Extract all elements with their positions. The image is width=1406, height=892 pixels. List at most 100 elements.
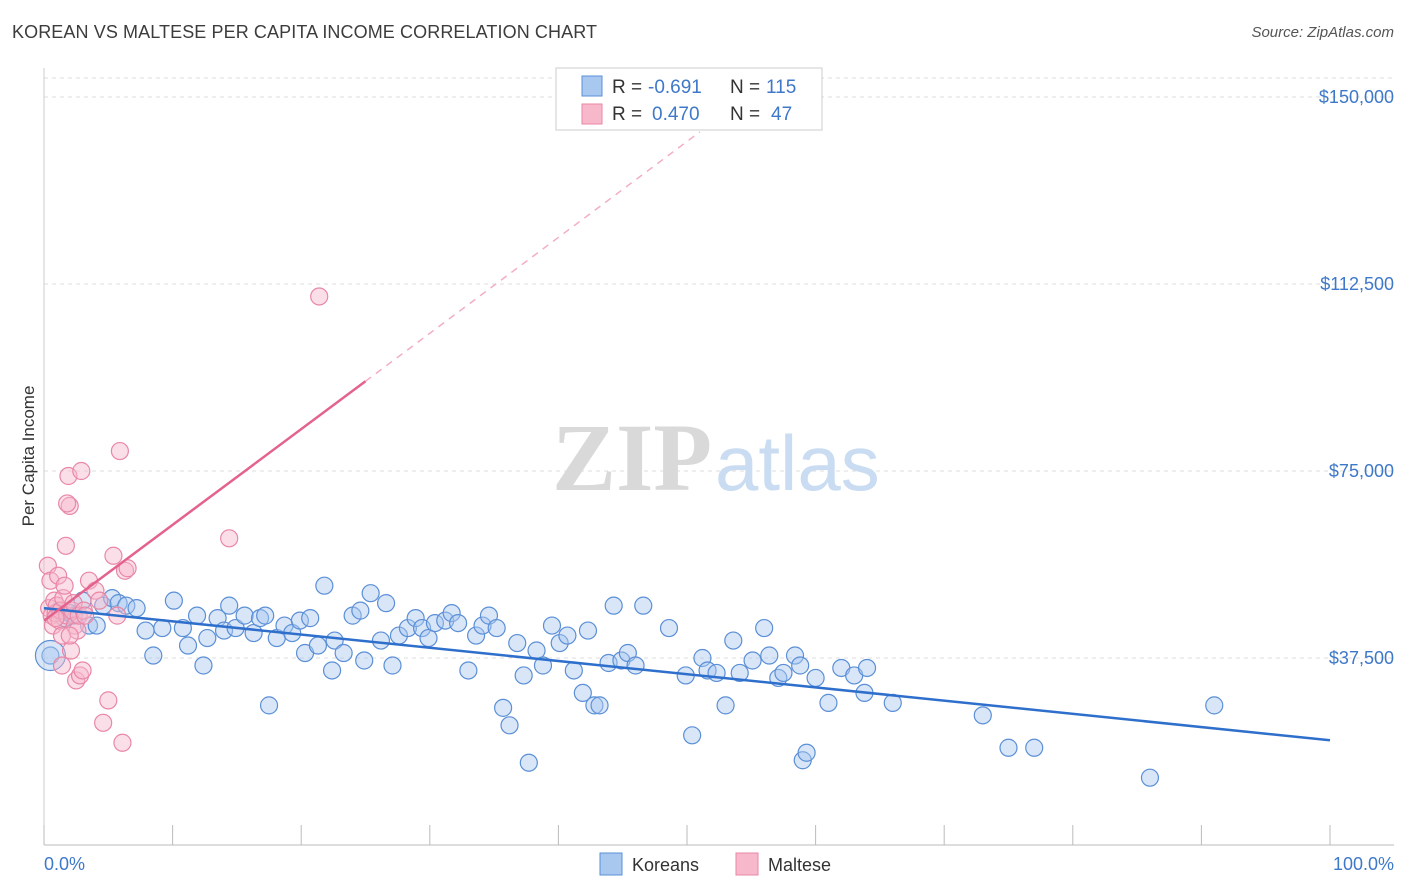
maltese-point xyxy=(72,461,91,481)
korean-point xyxy=(508,633,527,653)
korean-point xyxy=(533,656,553,675)
maltese-point xyxy=(60,496,79,516)
korean-point xyxy=(819,693,838,712)
legend-n-label-maltese: N = xyxy=(730,104,760,125)
x-tick-label-max: 100.0% xyxy=(1333,854,1394,874)
korean-point xyxy=(999,738,1018,757)
korean-point xyxy=(857,658,877,678)
korean-point xyxy=(315,576,334,595)
maltese-point xyxy=(113,733,132,752)
y-tick-label: $75,000 xyxy=(1329,461,1394,481)
korean-point xyxy=(235,606,254,625)
korean-point xyxy=(743,651,762,670)
bottom-legend-swatch-koreans xyxy=(599,852,623,876)
legend-r-label-maltese: R = xyxy=(612,104,642,125)
korean-point xyxy=(198,628,217,648)
korean-point xyxy=(466,626,486,645)
korean-point xyxy=(755,618,774,638)
korean-point xyxy=(406,609,425,628)
korean-point xyxy=(322,661,342,680)
maltese-point xyxy=(56,536,75,555)
y-tick-label: $150,000 xyxy=(1319,87,1394,107)
korean-point xyxy=(542,616,562,635)
korean-point xyxy=(178,636,198,655)
gridlines xyxy=(44,77,1394,659)
legend-n-value-koreans: 115 xyxy=(766,77,796,98)
korean-point xyxy=(578,621,598,640)
y-tick-labels: $37,500 $75,000 $112,500 $150,000 xyxy=(1319,87,1394,668)
maltese-point xyxy=(99,691,118,710)
maltese-point xyxy=(61,641,81,660)
maltese-points xyxy=(38,287,329,752)
maltese-point xyxy=(310,287,329,306)
korean-point xyxy=(730,663,749,683)
x-tick-label-min: 0.0% xyxy=(44,854,85,874)
source-label: Source: ZipAtlas.com xyxy=(1251,24,1394,41)
korean-point xyxy=(371,631,391,650)
korean-point xyxy=(351,601,370,620)
watermark-zip: ZIP xyxy=(552,404,712,511)
korean-point xyxy=(797,743,816,762)
korean-point xyxy=(459,661,478,680)
korean-point xyxy=(634,596,653,615)
maltese-point xyxy=(55,576,74,595)
legend-swatch-maltese xyxy=(581,103,603,125)
maltese-point xyxy=(58,494,77,513)
korean-point xyxy=(785,646,805,665)
maltese-point xyxy=(70,666,90,685)
watermark: ZIP atlas xyxy=(552,404,880,511)
korean-point xyxy=(361,584,380,603)
korean-point xyxy=(626,656,645,675)
legend-n-label-koreans: N = xyxy=(730,77,760,98)
korean-point xyxy=(473,616,492,635)
legend-r-label-koreans: R = xyxy=(612,77,642,98)
maltese-trend-line xyxy=(43,380,367,622)
korean-point xyxy=(220,596,239,615)
korean-point-large xyxy=(34,639,67,672)
legend-n-value-maltese: 47 xyxy=(771,104,792,125)
series-legend: Koreans Maltese xyxy=(599,852,831,876)
legend-swatch-koreans xyxy=(581,75,603,97)
korean-point xyxy=(448,613,468,633)
korean-point xyxy=(256,606,275,625)
maltese-point xyxy=(76,606,95,625)
korean-point xyxy=(355,651,374,670)
korean-point xyxy=(1205,696,1224,715)
korean-point xyxy=(334,643,353,663)
korean-point xyxy=(558,626,577,645)
maltese-point xyxy=(60,626,79,645)
korean-point xyxy=(573,683,592,703)
y-tick-label: $112,500 xyxy=(1320,274,1394,294)
korean-point xyxy=(194,656,213,675)
korean-point xyxy=(590,696,609,715)
korean-point xyxy=(585,696,604,715)
korean-point xyxy=(136,621,155,640)
bottom-legend-label-koreans: Koreans xyxy=(632,855,699,875)
korean-point xyxy=(308,636,328,655)
legend-r-value-koreans: -0.691 xyxy=(648,77,702,98)
maltese-point xyxy=(110,441,129,461)
y-tick-label: $37,500 xyxy=(1329,648,1394,668)
korean-point xyxy=(550,633,569,653)
korean-point xyxy=(683,726,702,745)
korean-point xyxy=(187,606,207,625)
maltese-point xyxy=(115,561,135,580)
bottom-legend-label-maltese: Maltese xyxy=(768,855,831,875)
legend-r-value-maltese: 0.470 xyxy=(652,104,700,125)
korean-point xyxy=(442,604,461,623)
maltese-point xyxy=(90,591,109,610)
maltese-point xyxy=(220,529,239,548)
korean-point xyxy=(760,646,779,665)
korean-point xyxy=(973,706,992,725)
maltese-point xyxy=(94,713,113,732)
korean-point xyxy=(325,631,344,650)
korean-point xyxy=(716,696,735,715)
korean-point xyxy=(604,596,623,615)
watermark-atlas: atlas xyxy=(715,419,880,507)
korean-point xyxy=(564,661,583,680)
koreans-trend-line xyxy=(43,606,1331,742)
korean-point xyxy=(127,599,146,618)
korean-point xyxy=(724,631,743,650)
maltese-point xyxy=(73,661,92,680)
trend-lines xyxy=(43,131,1331,742)
